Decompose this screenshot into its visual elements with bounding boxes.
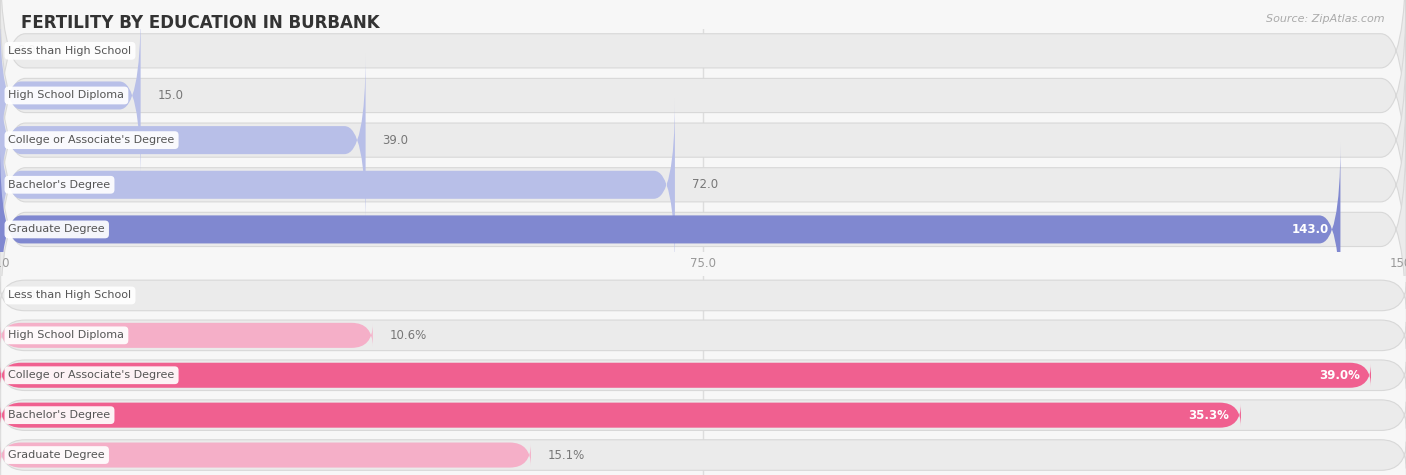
Text: College or Associate's Degree: College or Associate's Degree [8, 135, 174, 145]
FancyBboxPatch shape [0, 360, 1406, 390]
Text: High School Diploma: High School Diploma [8, 330, 125, 341]
Text: 39.0: 39.0 [382, 133, 408, 147]
Text: 15.1%: 15.1% [547, 448, 585, 462]
Text: Less than High School: Less than High School [8, 46, 132, 56]
FancyBboxPatch shape [0, 443, 531, 467]
Text: Graduate Degree: Graduate Degree [8, 450, 105, 460]
Text: 15.0: 15.0 [157, 89, 183, 102]
FancyBboxPatch shape [0, 323, 373, 348]
Text: Bachelor's Degree: Bachelor's Degree [8, 410, 111, 420]
FancyBboxPatch shape [0, 126, 1406, 333]
Text: 143.0: 143.0 [1292, 223, 1329, 236]
FancyBboxPatch shape [0, 98, 675, 271]
FancyBboxPatch shape [0, 0, 1406, 199]
Text: 35.3%: 35.3% [1188, 408, 1229, 422]
Text: 0.0%: 0.0% [17, 289, 46, 302]
FancyBboxPatch shape [0, 320, 1406, 351]
FancyBboxPatch shape [0, 54, 366, 227]
Text: 0.0: 0.0 [17, 44, 35, 57]
FancyBboxPatch shape [0, 81, 1406, 288]
Text: High School Diploma: High School Diploma [8, 90, 125, 101]
Text: 10.6%: 10.6% [389, 329, 426, 342]
Text: Less than High School: Less than High School [8, 290, 132, 301]
FancyBboxPatch shape [0, 440, 1406, 470]
FancyBboxPatch shape [0, 363, 1371, 388]
FancyBboxPatch shape [0, 403, 1241, 428]
FancyBboxPatch shape [0, 37, 1406, 244]
Text: 72.0: 72.0 [692, 178, 718, 191]
Text: College or Associate's Degree: College or Associate's Degree [8, 370, 174, 380]
FancyBboxPatch shape [0, 143, 1340, 316]
FancyBboxPatch shape [0, 9, 141, 182]
Text: Source: ZipAtlas.com: Source: ZipAtlas.com [1267, 14, 1385, 24]
Text: FERTILITY BY EDUCATION IN BURBANK: FERTILITY BY EDUCATION IN BURBANK [21, 14, 380, 32]
FancyBboxPatch shape [0, 400, 1406, 430]
Text: 39.0%: 39.0% [1319, 369, 1360, 382]
Text: Graduate Degree: Graduate Degree [8, 224, 105, 235]
FancyBboxPatch shape [0, 280, 1406, 311]
FancyBboxPatch shape [0, 0, 1406, 154]
Text: Bachelor's Degree: Bachelor's Degree [8, 180, 111, 190]
